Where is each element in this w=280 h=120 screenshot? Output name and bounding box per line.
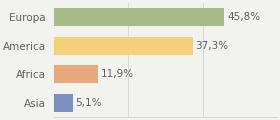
Bar [53, 94, 73, 112]
Bar [53, 37, 193, 55]
Text: 5,1%: 5,1% [76, 98, 102, 108]
Text: 11,9%: 11,9% [101, 69, 134, 79]
Bar [53, 8, 224, 26]
Text: 45,8%: 45,8% [227, 12, 260, 22]
Bar [53, 65, 98, 83]
Text: 37,3%: 37,3% [195, 41, 229, 51]
